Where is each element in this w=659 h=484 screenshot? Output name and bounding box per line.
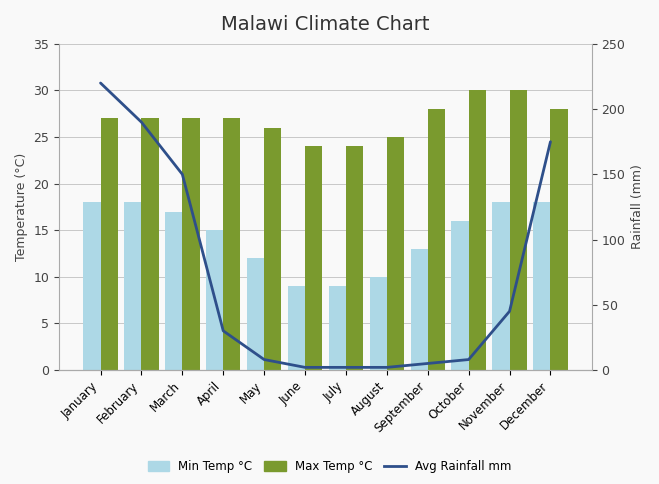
Avg Rainfall mm (383, 364, 391, 370)
Avg Rainfall mm (424, 361, 432, 366)
Bar (346, 146, 363, 370)
Y-axis label: Rainfall (mm): Rainfall (mm) (631, 165, 644, 249)
Bar (206, 230, 223, 370)
Avg Rainfall mm (546, 139, 554, 145)
Bar (165, 212, 183, 370)
Bar (509, 91, 527, 370)
Bar (329, 286, 346, 370)
Line: Avg Rainfall mm: Avg Rainfall mm (101, 83, 550, 367)
Avg Rainfall mm (342, 364, 350, 370)
Y-axis label: Temperature (°C): Temperature (°C) (15, 153, 28, 261)
Bar (411, 249, 428, 370)
Bar (469, 91, 486, 370)
Avg Rainfall mm (505, 308, 513, 314)
Bar (223, 119, 241, 370)
Avg Rainfall mm (97, 80, 105, 86)
Avg Rainfall mm (138, 119, 146, 125)
Bar (533, 202, 550, 370)
Avg Rainfall mm (219, 328, 227, 334)
Bar (492, 202, 509, 370)
Bar (451, 221, 469, 370)
Bar (305, 146, 322, 370)
Bar (101, 119, 118, 370)
Bar (387, 137, 404, 370)
Bar (264, 128, 281, 370)
Avg Rainfall mm (179, 171, 186, 177)
Bar (125, 202, 142, 370)
Avg Rainfall mm (465, 357, 473, 363)
Bar (247, 258, 264, 370)
Bar (84, 202, 101, 370)
Title: Malawi Climate Chart: Malawi Climate Chart (221, 15, 430, 34)
Avg Rainfall mm (301, 364, 309, 370)
Bar (550, 109, 567, 370)
Bar (142, 119, 159, 370)
Bar (428, 109, 445, 370)
Bar (370, 277, 387, 370)
Avg Rainfall mm (260, 357, 268, 363)
Bar (183, 119, 200, 370)
Legend: Min Temp °C, Max Temp °C, Avg Rainfall mm: Min Temp °C, Max Temp °C, Avg Rainfall m… (143, 455, 516, 478)
Bar (288, 286, 305, 370)
